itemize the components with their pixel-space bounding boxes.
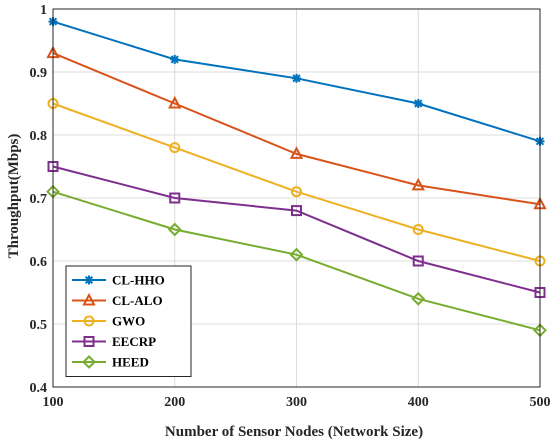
legend-label: CL-ALO [112, 293, 163, 308]
x-tick-label: 300 [286, 395, 307, 410]
plot-frame [52, 8, 541, 388]
y-tick-label: 0.4 [30, 381, 48, 396]
legend-label: CL-HHO [112, 273, 165, 288]
data-point-gwo [291, 186, 302, 198]
y-tick-label: 0.7 [30, 192, 48, 207]
data-point-heed [289, 247, 304, 262]
data-point-heed [411, 291, 426, 306]
x-tick-label: 500 [530, 395, 550, 410]
y-tick-label: 0.6 [30, 255, 48, 270]
legend-label: HEED [112, 355, 149, 370]
x-tick-label: 400 [408, 395, 429, 410]
data-point-cl-alo [289, 146, 304, 159]
data-point-cl-hho [413, 99, 423, 108]
y-tick-label: 0.9 [30, 66, 48, 81]
legend-item-cl-hho: CL-HHO [72, 273, 165, 288]
data-point-heed [167, 222, 182, 237]
series-line-cl-alo [52, 52, 541, 206]
y-tick-label: 0.5 [30, 318, 48, 333]
series-cl-alo [46, 45, 547, 210]
y-axis-label: Throughput(Mbps) [6, 134, 22, 259]
legend-marker-heed [82, 355, 96, 369]
legend-marker-eecrp [83, 336, 95, 347]
x-tick-label: 100 [43, 395, 64, 410]
data-point-cl-hho [170, 54, 180, 64]
y-tick-label: 0.8 [30, 129, 48, 144]
x-tick-label: 200 [164, 395, 185, 410]
legend: CL-HHO CL-ALO GWO EECRP HEED [65, 265, 192, 377]
x-tick-labels: 100 200 300 400 500 [43, 395, 550, 410]
legend-item-heed: HEED [72, 355, 149, 370]
data-point-eecrp [412, 255, 424, 267]
series-line-heed [52, 190, 541, 332]
x-axis-label: Number of Sensor Nodes (Network Size) [165, 424, 423, 440]
data-point-cl-alo [168, 95, 182, 109]
data-point-cl-hho [292, 73, 301, 83]
series-line-gwo [52, 102, 541, 262]
y-tick-label: 1 [40, 3, 47, 18]
series-layer [46, 17, 547, 338]
data-point-gwo [412, 224, 424, 235]
legend-label: GWO [112, 314, 145, 329]
series-line-eecrp [52, 165, 541, 294]
legend-marker-cl-alo [82, 292, 96, 306]
legend-label: EECRP [112, 334, 156, 349]
data-point-eecrp [291, 205, 302, 217]
data-point-eecrp [169, 192, 181, 204]
legend-marker-gwo [83, 315, 95, 327]
data-point-gwo [169, 142, 181, 154]
legend-marker-cl-hho [84, 275, 94, 285]
y-tick-labels: 0.4 0.5 0.6 0.7 0.8 0.9 1 [30, 3, 48, 396]
legend-item-gwo: GWO [72, 314, 145, 329]
data-point-cl-alo [411, 177, 425, 191]
legend-item-cl-alo: CL-ALO [72, 292, 163, 308]
legend-item-eecrp: EECRP [72, 334, 156, 349]
